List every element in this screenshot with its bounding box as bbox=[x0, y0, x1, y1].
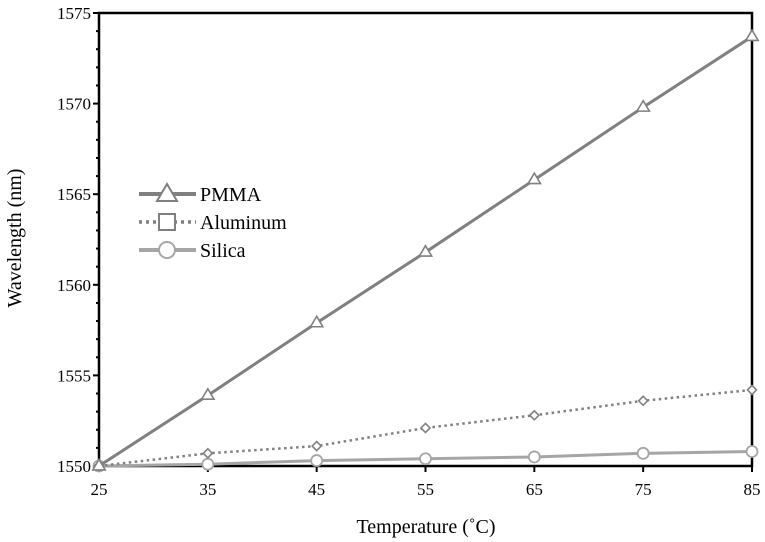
data-point-aluminum bbox=[746, 384, 758, 396]
x-tick-label: 45 bbox=[308, 480, 325, 499]
data-point-silica bbox=[527, 450, 541, 464]
x-tick-label: 25 bbox=[91, 480, 108, 499]
data-point-aluminum bbox=[528, 409, 540, 421]
data-point-aluminum bbox=[311, 440, 323, 452]
legend-label-aluminum: Aluminum bbox=[200, 212, 287, 234]
y-tick-label: 1550 bbox=[57, 457, 91, 476]
data-point-silica bbox=[636, 446, 650, 460]
x-tick-label: 65 bbox=[526, 480, 543, 499]
legend-marker-silica bbox=[158, 241, 176, 259]
y-tick-label: 1565 bbox=[57, 185, 91, 204]
y-axis-title: Wavelength (nm) bbox=[4, 169, 26, 308]
y-tick-label: 1570 bbox=[57, 95, 91, 114]
legend-marker-aluminum bbox=[158, 213, 176, 231]
x-axis-title: Temperature (˚C) bbox=[356, 516, 495, 538]
x-tick-label: 75 bbox=[635, 480, 652, 499]
legend-item-aluminum: Aluminum bbox=[139, 212, 287, 234]
data-point-pmma bbox=[744, 28, 760, 42]
data-point-silica bbox=[419, 452, 432, 466]
y-tick-label: 1560 bbox=[57, 276, 91, 295]
x-tick-labels: 25 35 45 55 65 75 85 bbox=[91, 480, 761, 499]
data-point-silica bbox=[310, 454, 324, 467]
data-point-silica bbox=[745, 445, 759, 458]
legend-label-silica: Silica bbox=[200, 240, 246, 262]
data-point-pmma bbox=[417, 244, 434, 257]
data-point-silica bbox=[201, 457, 215, 471]
data-point-pmma bbox=[200, 387, 216, 401]
data-point-pmma bbox=[526, 171, 542, 185]
x-tick-label: 85 bbox=[744, 480, 761, 499]
y-tick-label: 1575 bbox=[57, 4, 91, 23]
x-tick-label: 35 bbox=[199, 480, 216, 499]
data-point-pmma bbox=[91, 457, 107, 471]
legend-item-silica: Silica bbox=[139, 240, 246, 262]
minor-ticks bbox=[93, 12, 753, 472]
data-point-pmma bbox=[635, 99, 651, 112]
legend-label-pmma: PMMA bbox=[200, 184, 262, 206]
legend: PMMA Aluminum Silica bbox=[139, 182, 287, 262]
x-tick-label: 55 bbox=[417, 480, 434, 499]
data-point-pmma bbox=[309, 314, 325, 328]
legend-item-pmma: PMMA bbox=[139, 182, 262, 206]
data-point-aluminum bbox=[202, 447, 214, 459]
series-silica bbox=[92, 445, 759, 473]
plot-frame bbox=[97, 11, 754, 468]
series-group bbox=[91, 28, 760, 473]
legend-marker-pmma bbox=[155, 182, 179, 202]
y-tick-label: 1555 bbox=[57, 366, 91, 385]
y-tick-labels: 1550 1555 1560 1565 1570 1575 bbox=[57, 4, 91, 476]
series-pmma bbox=[91, 28, 760, 471]
data-point-aluminum bbox=[637, 395, 649, 407]
data-point-aluminum bbox=[419, 422, 432, 434]
